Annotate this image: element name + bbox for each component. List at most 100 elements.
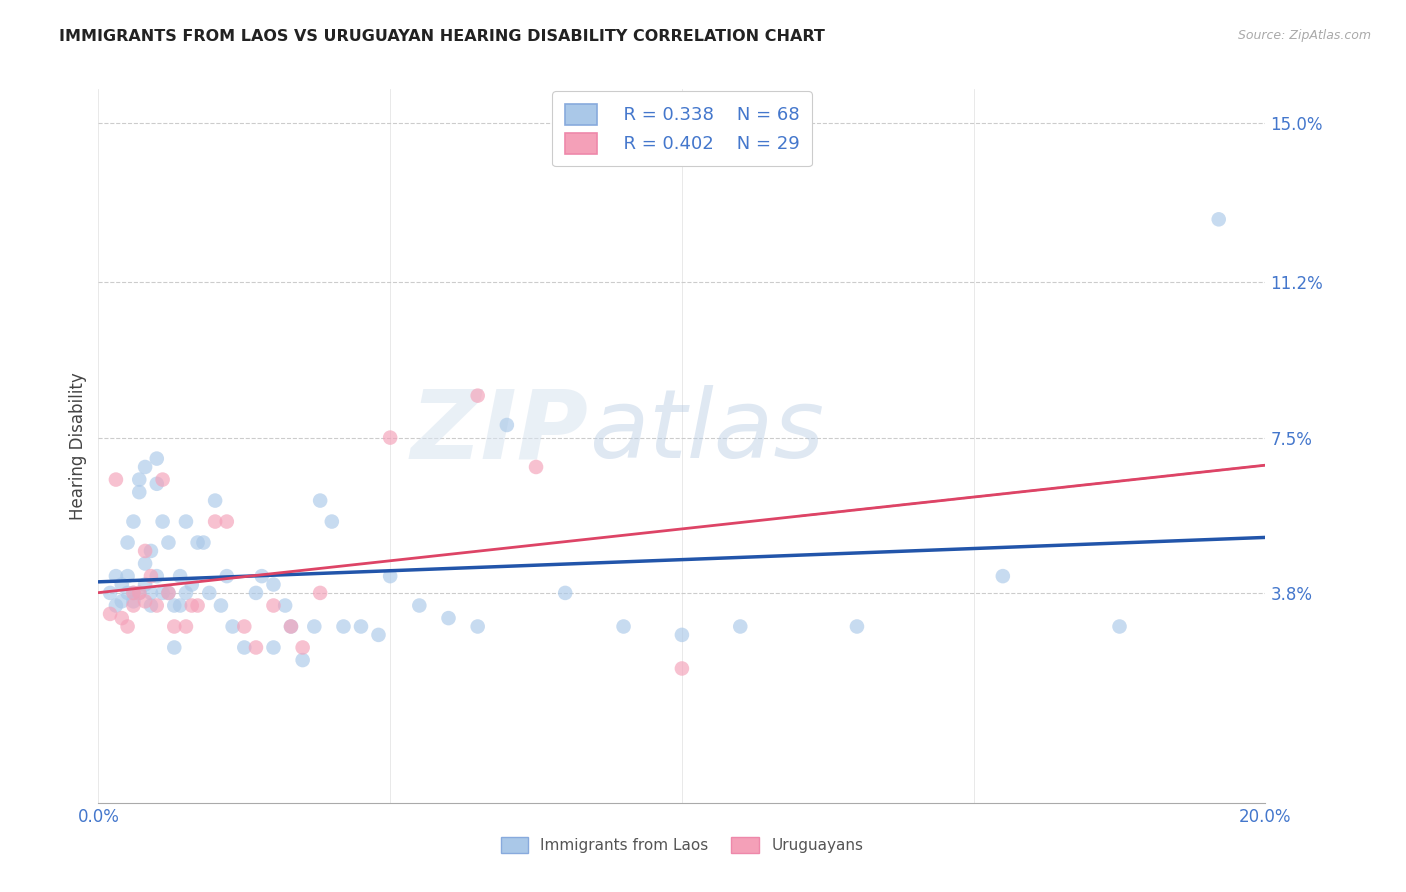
Point — [128, 473, 150, 487]
Point — [117, 569, 139, 583]
Point — [467, 389, 489, 403]
Text: IMMIGRANTS FROM LAOS VS URUGUAYAN HEARING DISABILITY CORRELATION CHART: IMMIGRANTS FROM LAOS VS URUGUAYAN HEARIN… — [59, 29, 825, 44]
Point — [128, 586, 150, 600]
Point — [157, 586, 180, 600]
Point — [180, 599, 202, 613]
Point — [111, 611, 134, 625]
Point — [152, 586, 174, 600]
Point — [169, 599, 191, 613]
Point — [304, 619, 326, 633]
Point — [262, 640, 284, 655]
Point — [215, 569, 238, 583]
Legend: Immigrants from Laos, Uruguayans: Immigrants from Laos, Uruguayans — [495, 831, 869, 859]
Point — [524, 460, 547, 475]
Point — [134, 594, 156, 608]
Point — [671, 661, 693, 675]
Point — [846, 619, 869, 633]
Point — [163, 640, 186, 655]
Point — [245, 586, 267, 600]
Point — [204, 493, 226, 508]
Point — [122, 515, 145, 529]
Point — [496, 417, 519, 432]
Point — [146, 569, 169, 583]
Point — [134, 557, 156, 571]
Point — [163, 599, 186, 613]
Point — [122, 586, 145, 600]
Point — [321, 515, 343, 529]
Point — [174, 586, 197, 600]
Point — [187, 535, 209, 549]
Point — [274, 599, 297, 613]
Text: ZIP: ZIP — [411, 385, 589, 478]
Point — [408, 599, 430, 613]
Point — [134, 577, 156, 591]
Y-axis label: Hearing Disability: Hearing Disability — [69, 372, 87, 520]
Point — [291, 640, 314, 655]
Point — [280, 619, 302, 633]
Point — [350, 619, 373, 633]
Point — [250, 569, 273, 583]
Point — [1208, 212, 1230, 227]
Point — [332, 619, 354, 633]
Point — [612, 619, 634, 633]
Point — [262, 599, 284, 613]
Point — [152, 473, 174, 487]
Point — [991, 569, 1014, 583]
Point — [122, 586, 145, 600]
Point — [111, 577, 134, 591]
Point — [309, 586, 332, 600]
Point — [104, 473, 127, 487]
Point — [134, 460, 156, 475]
Point — [215, 515, 238, 529]
Point — [380, 431, 402, 445]
Point — [146, 451, 169, 466]
Point — [139, 569, 162, 583]
Point — [174, 619, 197, 633]
Point — [221, 619, 243, 633]
Point — [380, 569, 402, 583]
Point — [139, 544, 162, 558]
Text: atlas: atlas — [589, 385, 824, 478]
Point — [117, 586, 139, 600]
Point — [152, 515, 174, 529]
Point — [204, 515, 226, 529]
Point — [233, 619, 256, 633]
Point — [367, 628, 389, 642]
Point — [146, 599, 169, 613]
Point — [437, 611, 460, 625]
Point — [128, 586, 150, 600]
Point — [169, 569, 191, 583]
Point — [309, 493, 332, 508]
Point — [180, 577, 202, 591]
Point — [193, 535, 215, 549]
Point — [122, 594, 145, 608]
Point — [245, 640, 267, 655]
Point — [163, 619, 186, 633]
Point — [128, 485, 150, 500]
Point — [198, 586, 221, 600]
Point — [174, 515, 197, 529]
Point — [671, 628, 693, 642]
Point — [467, 619, 489, 633]
Point — [209, 599, 232, 613]
Point — [104, 569, 127, 583]
Point — [730, 619, 752, 633]
Point — [157, 535, 180, 549]
Point — [1108, 619, 1130, 633]
Point — [117, 535, 139, 549]
Point — [139, 586, 162, 600]
Point — [104, 599, 127, 613]
Point — [146, 476, 169, 491]
Point — [117, 619, 139, 633]
Text: Source: ZipAtlas.com: Source: ZipAtlas.com — [1237, 29, 1371, 42]
Point — [280, 619, 302, 633]
Point — [187, 599, 209, 613]
Point — [98, 607, 121, 621]
Point — [233, 640, 256, 655]
Point — [134, 544, 156, 558]
Point — [262, 577, 284, 591]
Point — [554, 586, 576, 600]
Point — [139, 599, 162, 613]
Point — [98, 586, 121, 600]
Point — [291, 653, 314, 667]
